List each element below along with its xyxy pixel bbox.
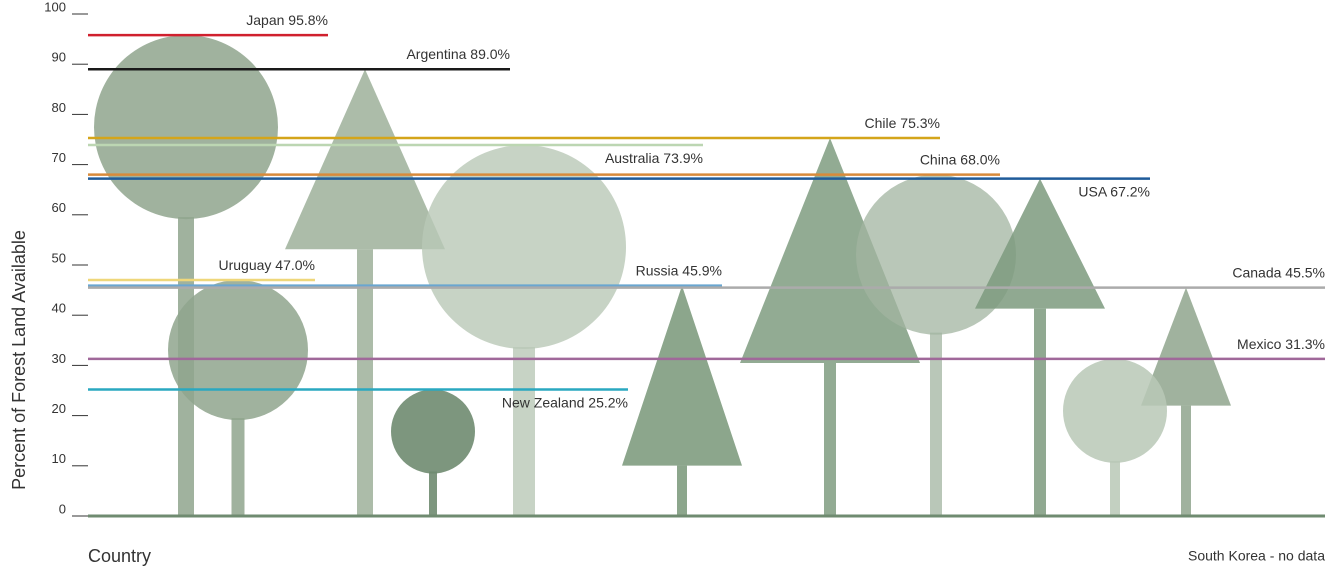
value-label: Canada 45.5% (1232, 264, 1325, 280)
y-tick-label: 30 (52, 351, 66, 366)
note: South Korea - no data (1188, 548, 1325, 564)
value-label: Japan 95.8% (246, 12, 328, 28)
tree-crown (168, 280, 308, 421)
y-axis-title: Percent of Forest Land Available (9, 230, 29, 490)
value-text: 47.0% (275, 257, 315, 273)
tree-crown (422, 145, 626, 350)
tree-trunk (1181, 405, 1191, 516)
tree-trunk (824, 362, 836, 516)
tree-crown (94, 35, 278, 220)
value-label: Russia 45.9% (636, 262, 722, 278)
y-tick-label: 80 (52, 100, 66, 115)
value-label: Uruguay 47.0% (218, 257, 315, 273)
value-text: 67.2% (1110, 183, 1150, 199)
series-name: Canada (1232, 264, 1281, 280)
tree-trunk (1034, 308, 1046, 516)
trees (94, 35, 1231, 517)
tree-crown (740, 137, 920, 363)
value-text: 25.2% (588, 394, 628, 410)
value-text: 31.3% (1285, 336, 1325, 352)
value-text: 45.5% (1285, 264, 1325, 280)
series-name: Australia (605, 150, 660, 166)
tree-trunk (231, 418, 245, 516)
tree-crown (391, 389, 475, 474)
tree-crown (1141, 287, 1231, 406)
value-label: Mexico 31.3% (1237, 336, 1325, 352)
value-label: Australia 73.9% (605, 150, 703, 166)
value-label: China 68.0% (920, 151, 1000, 167)
tree-crown (975, 178, 1105, 309)
tree-crown (285, 69, 445, 250)
series-name: Japan (246, 12, 284, 28)
value-text: 75.3% (900, 115, 940, 131)
series-name: USA (1078, 183, 1107, 199)
y-tick-label: 90 (52, 50, 66, 65)
tree-trunk (357, 249, 373, 516)
y-tick-label: 10 (52, 451, 66, 466)
value-text: 45.9% (682, 262, 722, 278)
y-tick-label: 40 (52, 301, 66, 316)
tree-trunk (930, 332, 942, 516)
value-text: 68.0% (960, 151, 1000, 167)
tree-crown (856, 174, 1016, 335)
series-name: China (920, 151, 957, 167)
value-text: 73.9% (663, 150, 703, 166)
series-name: Mexico (1237, 336, 1282, 352)
tree-crown (622, 285, 742, 466)
tree-crown (1063, 358, 1167, 463)
y-tick-label: 70 (52, 150, 66, 165)
value-label: New Zealand 25.2% (502, 394, 628, 410)
y-tick-label: 0 (59, 501, 66, 516)
tree-trunk (513, 347, 535, 516)
series-name: New Zealand (502, 394, 585, 410)
y-tick-label: 50 (52, 250, 66, 265)
value-label: Argentina 89.0% (406, 46, 510, 62)
tree-trunk (1110, 460, 1120, 516)
value-text: 95.8% (288, 12, 328, 28)
x-axis-title: Country (88, 546, 151, 566)
y-tick-label: 100 (44, 0, 66, 14)
value-text: 89.0% (470, 46, 510, 62)
value-label: USA 67.2% (1078, 183, 1150, 199)
tree-trunk (429, 471, 437, 516)
y-tick-label: 20 (52, 401, 66, 416)
value-label: Chile 75.3% (865, 115, 941, 131)
series-name: Uruguay (218, 257, 271, 273)
series-name: Argentina (406, 46, 466, 62)
series-name: Russia (636, 262, 679, 278)
series-name: Chile (865, 115, 897, 131)
y-tick-label: 60 (52, 200, 66, 215)
tree-trunk (677, 465, 687, 516)
